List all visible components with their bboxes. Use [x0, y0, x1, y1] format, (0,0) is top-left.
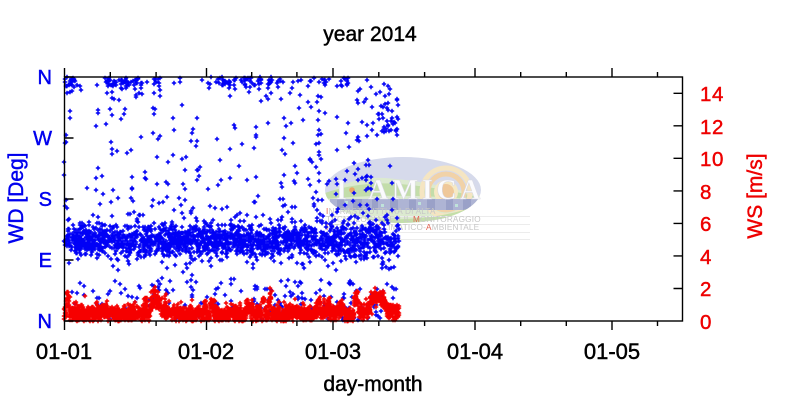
- svg-text:6: 6: [700, 213, 712, 236]
- svg-text:12: 12: [700, 116, 724, 139]
- svg-text:WD [Deg]: WD [Deg]: [5, 152, 28, 243]
- svg-text:01-04: 01-04: [447, 339, 503, 364]
- svg-text:I: I: [336, 175, 347, 206]
- svg-text:N: N: [38, 67, 52, 89]
- svg-text:14: 14: [700, 83, 724, 106]
- svg-text:01-03: 01-03: [305, 339, 361, 364]
- svg-text:8: 8: [700, 181, 712, 204]
- svg-text:01-05: 01-05: [584, 339, 640, 364]
- svg-text:AMICA: AMICA: [368, 175, 484, 206]
- svg-text:S: S: [39, 189, 52, 211]
- svg-text:W: W: [33, 128, 52, 150]
- svg-text:WS [m/s]: WS [m/s]: [744, 153, 767, 238]
- svg-text:E: E: [39, 250, 52, 272]
- svg-text:year 2014: year 2014: [323, 23, 417, 46]
- svg-text:01-01: 01-01: [36, 339, 92, 364]
- svg-text:4: 4: [700, 246, 712, 269]
- svg-text:TECNOLOGIA PER IL MONITORAGGIO: TECNOLOGIA PER IL MONITORAGGIO: [326, 215, 481, 224]
- svg-text:2: 2: [700, 278, 712, 301]
- svg-text:N: N: [38, 311, 52, 333]
- svg-text:01-02: 01-02: [178, 339, 234, 364]
- svg-text:INFRASTRUTTURA DI ALTA: INFRASTRUTTURA DI ALTA: [326, 207, 436, 216]
- svg-text:10: 10: [700, 148, 724, 171]
- svg-text:0: 0: [700, 311, 712, 334]
- svg-text:day-month: day-month: [323, 373, 422, 396]
